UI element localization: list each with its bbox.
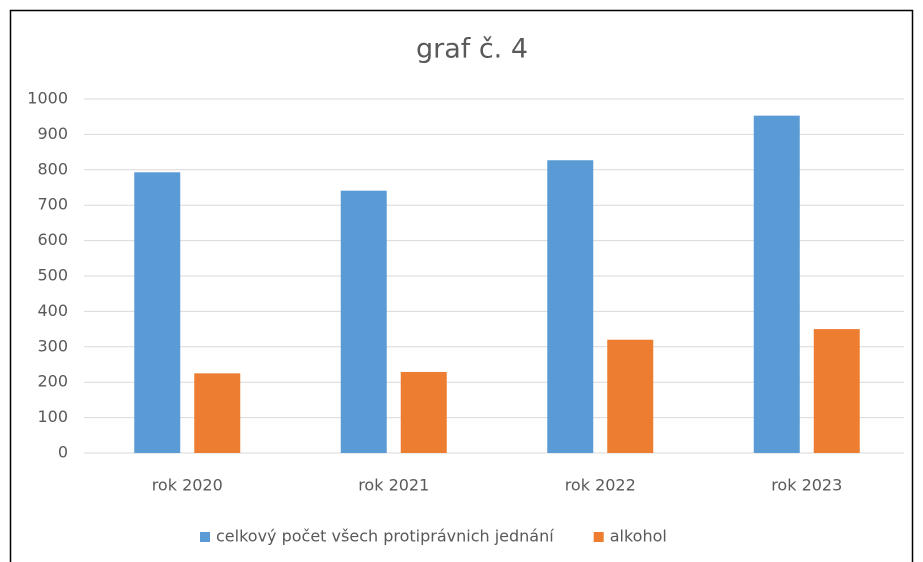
legend-label: celkový počet všech protiprávnich jednán… — [216, 527, 554, 546]
y-tick-label: 0 — [58, 443, 68, 462]
y-tick-label: 800 — [37, 159, 68, 178]
bar — [547, 160, 594, 453]
bar — [813, 329, 860, 453]
bar — [753, 115, 800, 453]
legend-swatch — [200, 532, 210, 542]
bar — [400, 371, 447, 453]
y-tick-label: 600 — [37, 230, 68, 249]
y-tick-label: 300 — [37, 336, 68, 355]
x-tick-label: rok 2023 — [771, 476, 842, 495]
y-tick-label: 200 — [37, 372, 68, 391]
bar — [194, 373, 241, 453]
chart-title: graf č. 4 — [416, 34, 528, 65]
x-tick-label: rok 2020 — [152, 476, 223, 495]
bar — [134, 172, 181, 453]
y-tick-label: 400 — [37, 301, 68, 320]
y-tick-label: 1000 — [27, 89, 68, 108]
bar — [340, 190, 387, 453]
y-tick-label: 700 — [37, 195, 68, 214]
bar — [607, 339, 654, 453]
x-tick-label: rok 2022 — [565, 476, 636, 495]
y-tick-label: 900 — [37, 124, 68, 143]
legend-label: alkohol — [610, 527, 667, 546]
y-tick-label: 100 — [37, 407, 68, 426]
y-tick-label: 500 — [37, 266, 68, 285]
legend-swatch — [593, 532, 604, 542]
x-tick-label: rok 2021 — [358, 476, 429, 495]
